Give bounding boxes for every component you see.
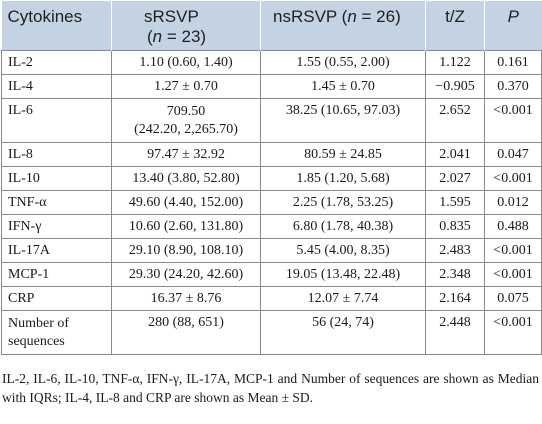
row-nsrsvp: 2.25 (1.78, 53.25): [260, 190, 426, 215]
row-srsvp: 16.37 ± 8.76: [111, 286, 261, 311]
row-tz: 2.652: [425, 98, 485, 143]
table-row: IL-6 709.50 (242.20, 2,265.70) 38.25 (10…: [1, 98, 542, 143]
row-name: TNF-α: [1, 190, 112, 215]
row-nsrsvp: 6.80 (1.78, 40.38): [260, 214, 426, 239]
header-nsrsvp: nsRSVP (n = 26): [260, 1, 426, 51]
row-name: MCP-1: [1, 262, 112, 287]
row-nsrsvp: 19.05 (13.48, 22.48): [260, 262, 426, 287]
header-tz: t/Z: [425, 1, 485, 51]
row-srsvp: 709.50 (242.20, 2,265.70): [111, 98, 261, 143]
row-nsrsvp: 56 (24, 74): [260, 310, 426, 355]
row-srsvp: 49.60 (4.40, 152.00): [111, 190, 261, 215]
row-srsvp: 1.27 ± 0.70: [111, 74, 261, 99]
row-name: IL-10: [1, 166, 112, 191]
table-row: CRP 16.37 ± 8.76 12.07 ± 7.74 2.164 0.07…: [1, 286, 542, 311]
cytokine-table-container: Cytokines sRSVP (n = 23) nsRSVP (n = 26)…: [1, 1, 542, 407]
row-srsvp: 13.40 (3.80, 52.80): [111, 166, 261, 191]
table-row: Number of sequences 280 (88, 651) 56 (24…: [1, 310, 542, 355]
row-tz: 1.595: [425, 190, 485, 215]
row-p: 0.075: [484, 286, 542, 311]
row-srsvp: 29.10 (8.90, 108.10): [111, 238, 261, 263]
row-nsrsvp: 1.85 (1.20, 5.68): [260, 166, 426, 191]
row-tz: 2.041: [425, 142, 485, 167]
row-tz: 2.348: [425, 262, 485, 287]
table-row: IL-8 97.47 ± 32.92 80.59 ± 24.85 2.041 0…: [1, 142, 542, 167]
row-p: 0.047: [484, 142, 542, 167]
row-tz: 2.164: [425, 286, 485, 311]
row-tz: −0.905: [425, 74, 485, 99]
row-nsrsvp: 5.45 (4.00, 8.35): [260, 238, 426, 263]
row-name-line2: sequences: [8, 333, 65, 349]
table-row: IL-10 13.40 (3.80, 52.80) 1.85 (1.20, 5.…: [1, 166, 542, 191]
row-nsrsvp: 1.55 (0.55, 2.00): [260, 50, 426, 75]
row-p: <0.001: [484, 166, 542, 191]
row-name: IL-17A: [1, 238, 112, 263]
row-tz: 2.027: [425, 166, 485, 191]
row-name: IL-6: [1, 98, 112, 143]
row-name-line1: Number of: [8, 315, 70, 331]
header-cytokines: Cytokines: [1, 1, 112, 51]
row-p: <0.001: [484, 262, 542, 287]
table-body: IL-2 1.10 (0.60, 1.40) 1.55 (0.55, 2.00)…: [1, 50, 542, 355]
header-p: P: [484, 1, 542, 51]
cytokine-table: Cytokines sRSVP (n = 23) nsRSVP (n = 26)…: [1, 1, 542, 355]
header-row: Cytokines sRSVP (n = 23) nsRSVP (n = 26)…: [1, 1, 542, 51]
table-row: IL-2 1.10 (0.60, 1.40) 1.55 (0.55, 2.00)…: [1, 50, 542, 75]
table-row: IFN-γ 10.60 (2.60, 131.80) 6.80 (1.78, 4…: [1, 214, 542, 239]
row-tz: 1.122: [425, 50, 485, 75]
row-nsrsvp: 12.07 ± 7.74: [260, 286, 426, 311]
row-nsrsvp: 38.25 (10.65, 97.03): [260, 98, 426, 143]
header-tz-label: t/Z: [445, 7, 465, 26]
row-srsvp-line1: 709.50: [166, 103, 206, 119]
table-row: IL-4 1.27 ± 0.70 1.45 ± 0.70 −0.905 0.37…: [1, 74, 542, 99]
row-p: <0.001: [484, 238, 542, 263]
row-srsvp: 29.30 (24.20, 42.60): [111, 262, 261, 287]
row-p: <0.001: [484, 310, 542, 355]
row-name: IL-2: [1, 50, 112, 75]
table-row: TNF-α 49.60 (4.40, 152.00) 2.25 (1.78, 5…: [1, 190, 542, 215]
row-p: 0.488: [484, 214, 542, 239]
row-name: IFN-γ: [1, 214, 112, 239]
row-p: 0.012: [484, 190, 542, 215]
row-nsrsvp: 1.45 ± 0.70: [260, 74, 426, 99]
row-srsvp: 280 (88, 651): [111, 310, 261, 355]
row-srsvp: 1.10 (0.60, 1.40): [111, 50, 261, 75]
row-p: <0.001: [484, 98, 542, 143]
row-srsvp-line2: (242.20, 2,265.70): [134, 121, 238, 137]
header-cytokines-label: Cytokines: [7, 7, 83, 26]
header-p-label: P: [507, 7, 519, 26]
row-p: 0.161: [484, 50, 542, 75]
table-header: Cytokines sRSVP (n = 23) nsRSVP (n = 26)…: [1, 1, 542, 51]
row-name: Number of sequences: [1, 310, 112, 355]
row-srsvp: 97.47 ± 32.92: [111, 142, 261, 167]
header-srsvp-n: (n = 23): [147, 27, 207, 46]
row-tz: 0.835: [425, 214, 485, 239]
header-srsvp: sRSVP (n = 23): [111, 1, 261, 51]
table-row: IL-17A 29.10 (8.90, 108.10) 5.45 (4.00, …: [1, 238, 542, 263]
row-name: CRP: [1, 286, 112, 311]
table-row: MCP-1 29.30 (24.20, 42.60) 19.05 (13.48,…: [1, 262, 542, 287]
row-tz: 2.483: [425, 238, 485, 263]
row-name: IL-4: [1, 74, 112, 99]
table-footnote: IL-2, IL-6, IL-10, TNF-α, IFN-γ, IL-17A,…: [2, 371, 539, 405]
row-nsrsvp: 80.59 ± 24.85: [260, 142, 426, 167]
row-tz: 2.448: [425, 310, 485, 355]
row-p: 0.370: [484, 74, 542, 99]
header-srsvp-title: sRSVP: [144, 7, 199, 26]
row-name: IL-8: [1, 142, 112, 167]
row-srsvp: 10.60 (2.60, 131.80): [111, 214, 261, 239]
